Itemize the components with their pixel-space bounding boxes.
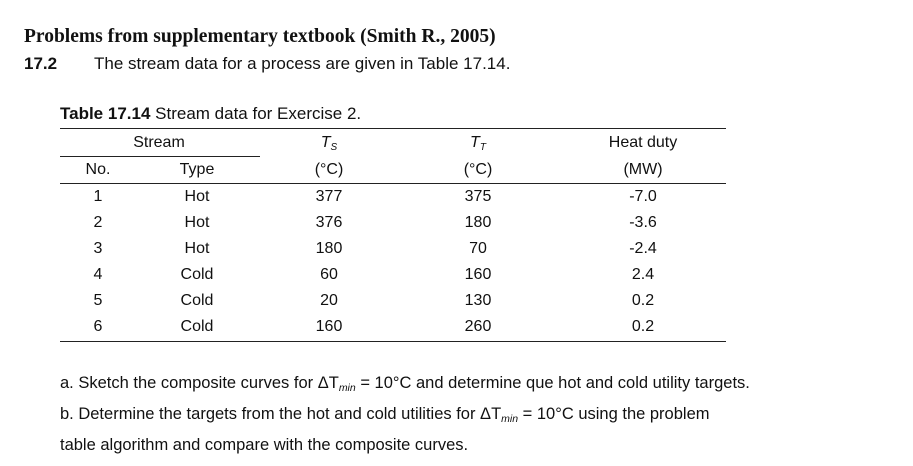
cell-ts: 377 <box>315 188 343 205</box>
table-caption: Table 17.14 Stream data for Exercise 2. <box>60 104 361 124</box>
question-b: b. Determine the targets from the hot an… <box>60 405 710 425</box>
cell-tt: 180 <box>464 214 492 231</box>
cell-tt: 375 <box>464 188 492 205</box>
question-a: a. Sketch the composite curves for ΔTmin… <box>60 374 750 394</box>
header-bottom-rule <box>60 183 726 184</box>
cell-tt: 160 <box>464 266 492 283</box>
header-ts: TS <box>320 134 338 153</box>
cell-duty: 0.2 <box>631 318 655 335</box>
cell-duty: -7.0 <box>629 188 657 205</box>
cell-no: 6 <box>93 318 103 335</box>
cell-duty: -3.6 <box>629 214 657 231</box>
cell-duty: 2.4 <box>631 266 655 283</box>
table-bottom-rule <box>60 341 726 342</box>
cell-type: Hot <box>184 188 210 205</box>
header-type: Type <box>179 161 215 178</box>
problem-text: The stream data for a process are given … <box>94 54 511 73</box>
heading: Problems from supplementary textbook (Sm… <box>24 26 496 47</box>
question-b-continued: table algorithm and compare with the com… <box>60 436 469 454</box>
cell-ts: 376 <box>315 214 343 231</box>
cell-ts: 160 <box>315 318 343 335</box>
header-ts-unit: (°C) <box>314 161 344 178</box>
cell-tt: 70 <box>469 240 487 257</box>
table-top-rule <box>60 128 726 129</box>
cell-duty: -2.4 <box>629 240 657 257</box>
cell-type: Cold <box>180 266 214 283</box>
cell-no: 4 <box>93 266 103 283</box>
cell-type: Cold <box>180 292 214 309</box>
cell-type: Hot <box>184 240 210 257</box>
cell-no: 1 <box>93 188 103 205</box>
problem-line: 17.2 The stream data for a process are gi… <box>24 54 510 74</box>
cell-no: 5 <box>93 292 103 309</box>
header-stream: Stream <box>133 134 185 151</box>
questions: a. Sketch the composite curves for ΔTmin… <box>60 370 900 458</box>
header-tt: TT <box>470 134 486 153</box>
cell-ts: 20 <box>320 292 338 309</box>
problem-number: 17.2 <box>24 54 58 73</box>
cell-no: 3 <box>93 240 103 257</box>
caption-label: Table 17.14 <box>60 104 151 123</box>
cell-type: Cold <box>180 318 214 335</box>
cell-duty: 0.2 <box>631 292 655 309</box>
cell-ts: 60 <box>320 266 338 283</box>
header-duty-unit: (MW) <box>623 161 663 178</box>
cell-tt: 260 <box>464 318 492 335</box>
cell-tt: 130 <box>464 292 492 309</box>
cell-no: 2 <box>93 214 103 231</box>
header-duty: Heat duty <box>608 134 678 151</box>
caption-text: Stream data for Exercise 2. <box>155 104 362 123</box>
stream-group-rule <box>60 156 260 157</box>
header-tt-unit: (°C) <box>463 161 493 178</box>
cell-ts: 180 <box>315 240 343 257</box>
header-no: No. <box>85 161 111 178</box>
cell-type: Hot <box>184 214 210 231</box>
